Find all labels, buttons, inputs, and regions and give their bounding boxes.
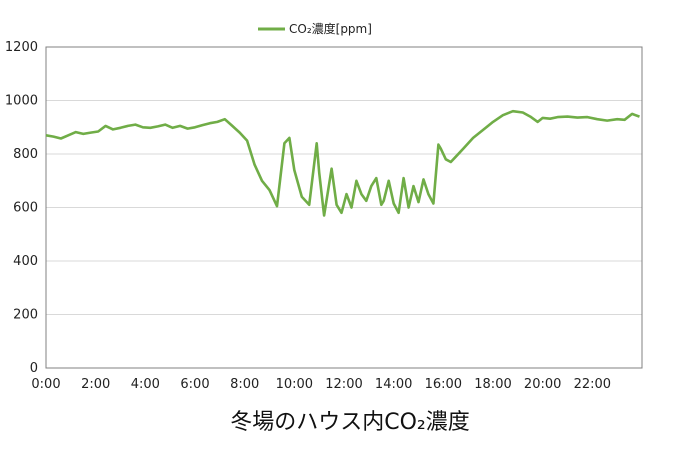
y-tick-label: 400	[13, 254, 38, 269]
x-axis-ticks: 0:00 2:00 4:00 6:00 8:00 10:00 12:00 14:00 16:00…	[31, 377, 611, 392]
plot-frame	[45, 46, 643, 369]
legend: CO₂濃度[ppm]	[258, 21, 372, 36]
co2-series-line	[45, 109, 640, 217]
y-tick-label: 1200	[5, 40, 38, 55]
x-tick-label: 4:00	[131, 377, 160, 392]
y-axis-ticks: 0 200 400 600 800 1000 1200	[5, 40, 38, 376]
x-tick-label: 10:00	[276, 377, 313, 392]
x-tick-label: 14:00	[375, 377, 412, 392]
x-tick-label: 12:00	[325, 377, 362, 392]
y-tick-label: 1000	[5, 94, 38, 109]
x-tick-label: 16:00	[425, 377, 462, 392]
x-tick-label: 18:00	[474, 377, 511, 392]
x-tick-label: 6:00	[180, 377, 209, 392]
legend-label: CO₂濃度[ppm]	[289, 21, 372, 36]
y-tick-label: 200	[13, 308, 38, 323]
x-tick-label: 8:00	[230, 377, 259, 392]
y-tick-label: 0	[30, 361, 38, 376]
x-tick-label: 2:00	[81, 377, 110, 392]
chart-title: 冬場のハウス内CO₂濃度	[230, 410, 470, 435]
y-tick-label: 600	[13, 201, 38, 216]
y-tick-label: 800	[13, 147, 38, 162]
x-tick-label: 20:00	[524, 377, 561, 392]
x-tick-label: 0:00	[31, 377, 60, 392]
x-tick-label: 22:00	[574, 377, 611, 392]
